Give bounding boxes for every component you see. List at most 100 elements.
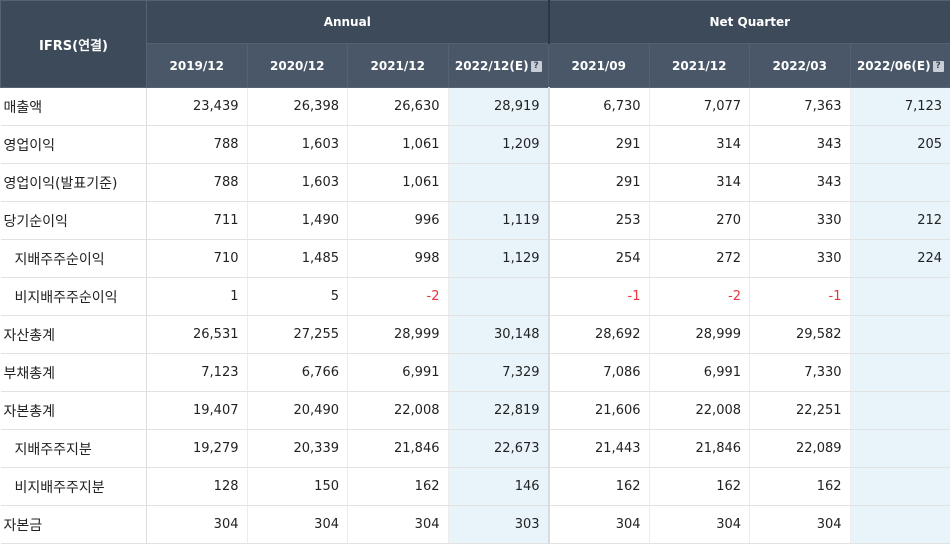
table-cell: 22,008 bbox=[348, 392, 449, 430]
table-cell: 22,673 bbox=[448, 430, 549, 468]
row-label[interactable]: 당기순이익 bbox=[1, 202, 147, 240]
table-cell: 21,846 bbox=[348, 430, 449, 468]
column-header-label: 2021/12 bbox=[672, 59, 726, 73]
column-header: 2022/12(E)? bbox=[448, 44, 549, 88]
table-cell: 330 bbox=[750, 240, 851, 278]
row-label: 비지배주주지분 bbox=[1, 468, 147, 506]
table-cell: 162 bbox=[649, 468, 750, 506]
column-header-label: 2022/03 bbox=[773, 59, 827, 73]
table-cell: 788 bbox=[147, 126, 248, 164]
table-cell bbox=[850, 354, 950, 392]
column-header-label: 2020/12 bbox=[270, 59, 324, 73]
table-cell: 1,485 bbox=[247, 240, 348, 278]
table-cell: 254 bbox=[549, 240, 650, 278]
table-cell: 22,251 bbox=[750, 392, 851, 430]
row-label: 비지배주주순이익 bbox=[1, 278, 147, 316]
table-cell: 6,766 bbox=[247, 354, 348, 392]
column-header-label: 2022/12(E) bbox=[455, 59, 529, 73]
help-icon[interactable]: ? bbox=[531, 61, 542, 72]
table-cell: 7,329 bbox=[448, 354, 549, 392]
table-cell: 343 bbox=[750, 126, 851, 164]
ifrs-header[interactable]: IFRS(연결) bbox=[1, 1, 147, 88]
table-cell: 21,443 bbox=[549, 430, 650, 468]
table-cell: 330 bbox=[750, 202, 851, 240]
row-label[interactable]: 영업이익(발표기준) bbox=[1, 164, 147, 202]
table-cell: -1 bbox=[549, 278, 650, 316]
row-label: 지배주주순이익 bbox=[1, 240, 147, 278]
table-cell: 162 bbox=[750, 468, 851, 506]
column-header-label: 2021/12 bbox=[371, 59, 425, 73]
column-header: 2022/03 bbox=[750, 44, 851, 88]
table-cell: 23,439 bbox=[147, 88, 248, 126]
table-cell: 22,089 bbox=[750, 430, 851, 468]
table-cell bbox=[850, 392, 950, 430]
table-header: IFRS(연결) Annual Net Quarter 2019/12 2020/… bbox=[1, 1, 950, 88]
net-quarter-group-header: Net Quarter bbox=[549, 1, 950, 44]
table-cell: 7,330 bbox=[750, 354, 851, 392]
table-cell: 20,339 bbox=[247, 430, 348, 468]
table-cell: 21,606 bbox=[549, 392, 650, 430]
column-header-label: 2022/06(E) bbox=[857, 59, 931, 73]
table-cell bbox=[850, 316, 950, 354]
table-cell: 150 bbox=[247, 468, 348, 506]
table-cell: -1 bbox=[750, 278, 851, 316]
table-cell: 22,008 bbox=[649, 392, 750, 430]
table-cell: 28,999 bbox=[649, 316, 750, 354]
table-cell: 1,129 bbox=[448, 240, 549, 278]
column-header: 2022/06(E)? bbox=[850, 44, 950, 88]
table-cell: 788 bbox=[147, 164, 248, 202]
column-header: 2020/12 bbox=[247, 44, 348, 88]
table-cell: 19,279 bbox=[147, 430, 248, 468]
table-cell: 29,582 bbox=[750, 316, 851, 354]
table-cell: 272 bbox=[649, 240, 750, 278]
table-cell bbox=[448, 164, 549, 202]
table-cell: 28,919 bbox=[448, 88, 549, 126]
table-cell: 6,991 bbox=[649, 354, 750, 392]
row-label[interactable]: 자산총계 bbox=[1, 316, 147, 354]
table-cell: 314 bbox=[649, 126, 750, 164]
table-cell: 26,531 bbox=[147, 316, 248, 354]
column-header-label: 2021/09 bbox=[572, 59, 626, 73]
table-cell: 1,061 bbox=[348, 126, 449, 164]
table-cell: 21,846 bbox=[649, 430, 750, 468]
annual-group-header: Annual bbox=[147, 1, 549, 44]
table-cell bbox=[850, 278, 950, 316]
row-label[interactable]: 부채총계 bbox=[1, 354, 147, 392]
table-cell: 26,398 bbox=[247, 88, 348, 126]
table-cell: 27,255 bbox=[247, 316, 348, 354]
table-cell: 291 bbox=[549, 164, 650, 202]
table-cell: 1,490 bbox=[247, 202, 348, 240]
table-cell: 162 bbox=[549, 468, 650, 506]
table-cell: 711 bbox=[147, 202, 248, 240]
row-label[interactable]: 자본총계 bbox=[1, 392, 147, 430]
table-cell: -2 bbox=[348, 278, 449, 316]
table-cell: 7,123 bbox=[850, 88, 950, 126]
row-label[interactable]: 매출액 bbox=[1, 88, 147, 126]
table-cell: 224 bbox=[850, 240, 950, 278]
row-label: 지배주주지분 bbox=[1, 430, 147, 468]
row-label[interactable]: 영업이익 bbox=[1, 126, 147, 164]
help-icon[interactable]: ? bbox=[933, 61, 944, 72]
column-header: 2021/12 bbox=[348, 44, 449, 88]
table-cell: 710 bbox=[147, 240, 248, 278]
table-cell bbox=[850, 468, 950, 506]
table-cell: 205 bbox=[850, 126, 950, 164]
table-cell: 996 bbox=[348, 202, 449, 240]
column-header: 2021/12 bbox=[649, 44, 750, 88]
column-header-label: 2019/12 bbox=[170, 59, 224, 73]
table-cell: 162 bbox=[348, 468, 449, 506]
table-cell: 7,086 bbox=[549, 354, 650, 392]
table-cell: 1,603 bbox=[247, 164, 348, 202]
